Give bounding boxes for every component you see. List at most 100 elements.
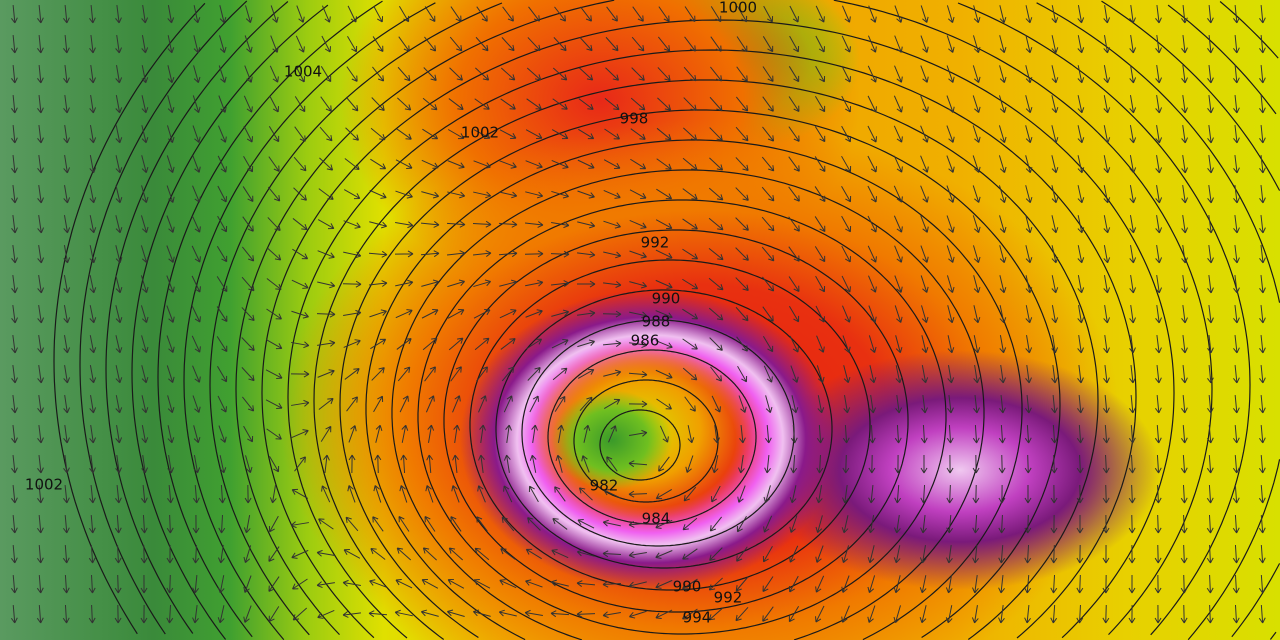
wind-arrow-icon [242,216,254,232]
wind-arrow-icon [551,129,569,140]
wind-arrow-icon [764,454,771,474]
wind-arrow-icon [1258,604,1266,624]
wind-arrow-icon [476,516,488,532]
wind-arrow-icon [1180,544,1188,564]
wind-arrow-icon [815,275,826,293]
wind-arrow-icon [789,515,798,533]
wind-arrow-icon [449,36,463,52]
wind-arrow-icon [11,335,18,354]
wind-arrow-icon [394,250,414,258]
wind-arrow-icon [843,365,851,384]
wind-arrow-icon [551,221,570,229]
wind-arrow-icon [1154,514,1162,534]
wind-arrow-icon [502,6,514,22]
wind-arrow-icon [946,185,955,203]
wind-arrow-icon [115,245,123,264]
wind-arrow-icon [867,125,877,143]
wind-arrow-icon [815,515,823,534]
isobar-line [957,2,1251,386]
wind-arrow-icon [735,247,749,261]
wind-arrow-icon [577,519,595,529]
wind-arrow-icon [290,521,309,529]
wind-arrow-icon [291,279,309,289]
isobar-line [547,349,757,525]
wind-arrow-icon [420,609,439,617]
wind-arrow-icon [140,245,149,263]
wind-arrow-icon [603,189,621,199]
wind-arrow-icon [192,484,200,504]
wind-arrow-icon [193,65,201,84]
wind-arrow-icon [791,395,799,414]
wind-arrow-icon [369,579,387,588]
wind-arrow-icon [655,340,673,349]
wind-arrow-icon [972,65,981,83]
wind-arrow-icon [893,155,903,173]
wind-arrow-icon [478,454,485,473]
wind-arrow-icon [629,429,648,437]
wind-arrow-icon [1259,64,1266,84]
wind-arrow-icon [1181,65,1188,84]
wind-arrow-icon [841,185,852,203]
wind-arrow-icon [37,155,44,174]
wind-arrow-icon [551,159,569,169]
wind-arrow-icon [1103,275,1111,294]
wind-arrow-icon [1233,94,1240,114]
wind-arrow-icon [1259,154,1266,174]
wind-arrow-icon [217,215,228,233]
wind-arrow-icon [1077,65,1085,84]
wind-arrow-icon [347,5,357,23]
wind-arrow-icon [1103,95,1111,114]
wind-arrow-icon [1025,35,1033,54]
wind-arrow-icon [452,454,459,474]
wind-arrow-icon [1259,304,1266,324]
isobar-line [313,79,1099,640]
wind-arrow-icon [527,367,541,381]
wind-arrow-icon [140,574,148,594]
wind-arrow-icon [895,335,903,354]
wind-arrow-icon [243,515,251,534]
wind-arrow-icon [1025,215,1033,234]
wind-arrow-icon [682,517,698,531]
wind-arrow-icon [894,245,903,263]
wind-arrow-icon [1181,275,1188,294]
wind-arrow-icon [193,35,201,54]
wind-arrow-icon [63,65,70,84]
wind-arrow-icon [267,186,281,202]
wind-arrow-icon [971,605,979,624]
wind-arrow-icon [37,94,44,114]
wind-arrow-icon [89,245,97,264]
wind-arrow-icon [1154,454,1162,474]
isobar-line [862,409,1023,640]
wind-arrow-icon [920,454,928,474]
wind-arrow-icon [554,395,566,412]
wind-arrow-icon [1207,34,1214,54]
wind-arrow-icon [761,186,775,202]
wind-arrow-icon [167,65,175,84]
wind-arrow-icon [115,185,123,204]
wind-arrow-icon [245,455,253,474]
wind-arrow-icon [735,576,749,592]
wind-arrow-icon [217,605,225,624]
wind-arrow-icon [1077,245,1085,264]
wind-arrow-icon [841,155,852,173]
wind-arrow-icon [1076,515,1084,534]
wind-arrow-icon [1207,245,1214,264]
wind-arrow-icon [655,219,673,230]
wind-arrow-icon [1129,65,1137,84]
wind-arrow-icon [291,310,309,319]
wind-arrow-icon [841,215,852,233]
wind-arrow-icon [11,454,18,474]
wind-arrow-icon [947,305,955,324]
wind-arrow-icon [424,366,436,382]
wind-arrow-icon [1180,514,1188,534]
wind-arrow-icon [602,611,621,619]
wind-arrow-icon [763,365,773,383]
wind-arrow-icon [761,156,775,172]
wind-arrow-icon [141,155,149,174]
wind-arrow-icon [1128,575,1136,594]
wind-arrow-icon [842,335,851,353]
wind-arrow-icon [525,309,543,318]
wind-arrow-icon [266,308,282,320]
wind-arrow-icon [814,156,826,173]
wind-arrow-icon [62,604,70,624]
